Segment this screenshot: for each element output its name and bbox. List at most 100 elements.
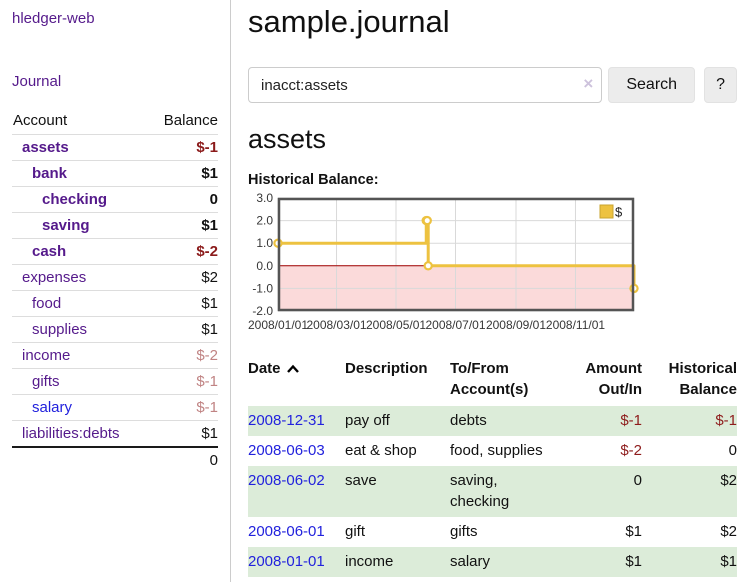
help-button[interactable]: ? <box>704 67 737 103</box>
transaction-amount: $-1 <box>620 412 642 429</box>
account-link[interactable]: assets <box>22 139 69 156</box>
account-balance: $1 <box>148 420 218 447</box>
transaction-row: 2008-06-02 save saving, checking 0 $2 <box>248 465 737 517</box>
transaction-accounts: gifts <box>450 523 478 540</box>
account-balance: $-1 <box>148 368 218 395</box>
transaction-description: pay off <box>345 412 390 429</box>
transactions-table: Date Description To/From Account(s) Amou… <box>248 356 737 577</box>
transaction-balance: 0 <box>728 441 737 459</box>
transaction-amount: 0 <box>633 471 642 489</box>
account-link[interactable]: checking <box>42 191 108 208</box>
account-link[interactable]: liabilities:debts <box>22 425 120 442</box>
account-row: saving $1 <box>12 212 218 239</box>
account-link[interactable]: expenses <box>22 269 87 286</box>
account-row: income $-2 <box>12 342 218 369</box>
transaction-amount: $-2 <box>620 441 642 459</box>
transaction-description: gift <box>345 523 366 540</box>
transaction-date-link[interactable]: 2008-12-31 <box>248 412 325 429</box>
svg-text:2008/01/01: 2008/01/01 <box>248 318 308 332</box>
balance-column-header-txn: Historical Balance <box>668 360 737 398</box>
account-link[interactable]: food <box>32 295 62 312</box>
transaction-accounts: debts <box>450 412 487 429</box>
transaction-date-link[interactable]: 2008-01-01 <box>248 552 325 570</box>
svg-text:2008/07/01: 2008/07/01 <box>425 318 485 332</box>
svg-text:-1.0: -1.0 <box>252 281 273 295</box>
accounts-table-header: Account Balance <box>12 109 218 135</box>
historical-balance-chart: $3.0 2.0 1.0 0.0 -1.0 -2.02008/01/012008/03/0… <box>248 193 639 332</box>
transactions-header-row: Date Description To/From Account(s) Amou… <box>248 356 737 406</box>
account-balance: 0 <box>148 186 218 213</box>
account-row: assets $-1 <box>12 134 218 161</box>
svg-text:3.0: 3.0 <box>256 193 273 205</box>
transaction-description: eat & shop <box>345 441 417 459</box>
svg-text:2008/09/01: 2008/09/01 <box>486 318 546 332</box>
transaction-row: 2008-06-01 gift gifts $1 $2 <box>248 517 737 547</box>
balance-column-header: Balance <box>163 112 218 129</box>
account-balance: $-2 <box>148 342 218 369</box>
clear-search-icon[interactable]: × <box>583 74 594 93</box>
account-link[interactable]: salary <box>32 399 73 416</box>
transaction-accounts: food, supplies <box>450 441 543 459</box>
account-row: food $1 <box>12 290 218 317</box>
accounts-total-balance: 0 <box>148 446 218 473</box>
sort-ascending-icon[interactable] <box>286 359 300 380</box>
sidebar-item-journal[interactable]: Journal <box>12 73 62 90</box>
account-link[interactable]: cash <box>32 243 67 260</box>
transaction-balance: $1 <box>720 552 737 570</box>
transaction-balance: $2 <box>720 523 737 540</box>
accounts-total-row: 0 <box>12 446 218 473</box>
svg-text:-2.0: -2.0 <box>252 304 273 318</box>
account-balance: $2 <box>148 264 218 291</box>
svg-text:2008/11/01: 2008/11/01 <box>546 318 605 332</box>
accounts-table-body: assets $-1 bank $1 checking 0 saving $1 … <box>12 134 218 447</box>
transaction-accounts: salary <box>450 552 491 570</box>
search-button[interactable]: Search <box>608 67 696 103</box>
transaction-amount: $1 <box>625 552 642 570</box>
transaction-row: 2008-01-01 income salary $1 $1 <box>248 546 737 577</box>
sidebar: hledger-web Journal Account Balance asse… <box>0 0 231 582</box>
page-title: sample.journal <box>248 4 450 39</box>
accounts-total-spacer <box>12 446 149 473</box>
transaction-description: income <box>345 552 394 570</box>
app-title-link[interactable]: hledger-web <box>12 10 95 27</box>
account-row: salary $-1 <box>12 394 218 421</box>
accounts-column-header: To/From Account(s) <box>450 360 529 398</box>
transaction-row: 2008-12-31 pay off debts $-1 $-1 <box>248 406 737 436</box>
account-row: liabilities:debts $1 <box>12 420 218 447</box>
description-column-header: Description <box>345 360 428 377</box>
transaction-amount: $1 <box>625 523 642 540</box>
transaction-balance: $2 <box>720 471 737 489</box>
account-row: expenses $2 <box>12 264 218 291</box>
transaction-accounts: saving, checking <box>450 471 510 511</box>
chart-label: Historical Balance: <box>248 172 379 188</box>
main-content: sample.journal × Search ? assets Histori… <box>231 0 742 582</box>
account-link[interactable]: gifts <box>32 373 60 390</box>
account-balance: $-1 <box>148 394 218 421</box>
amount-column-header: Amount Out/In <box>585 360 642 398</box>
account-row: gifts $-1 <box>12 368 218 395</box>
transactions-table-body: 2008-12-31 pay off debts $-1 $-1 2008-06… <box>248 406 737 577</box>
transaction-date-link[interactable]: 2008-06-02 <box>248 471 325 489</box>
transaction-date-link[interactable]: 2008-06-01 <box>248 523 325 540</box>
svg-text:0.0: 0.0 <box>256 259 273 273</box>
account-link[interactable]: supplies <box>32 321 88 338</box>
transaction-description: save <box>345 471 377 489</box>
account-link[interactable]: bank <box>32 165 68 182</box>
account-balance: $-1 <box>148 134 218 161</box>
date-column-header[interactable]: Date <box>248 356 345 406</box>
search-form: × Search ? <box>248 67 737 103</box>
account-row: checking 0 <box>12 186 218 213</box>
account-heading: assets <box>248 124 327 154</box>
account-balance: $1 <box>148 212 218 239</box>
account-balance: $1 <box>148 290 218 317</box>
svg-text:2008/05/01: 2008/05/01 <box>366 318 426 332</box>
account-balance: $1 <box>148 316 218 343</box>
account-row: bank $1 <box>12 160 218 187</box>
account-link[interactable]: income <box>22 347 71 364</box>
svg-text:1.0: 1.0 <box>256 236 273 250</box>
search-input[interactable] <box>248 67 603 103</box>
account-link[interactable]: saving <box>42 217 90 234</box>
svg-text:2.0: 2.0 <box>256 214 273 228</box>
svg-text:$: $ <box>615 205 623 220</box>
transaction-date-link[interactable]: 2008-06-03 <box>248 441 325 459</box>
